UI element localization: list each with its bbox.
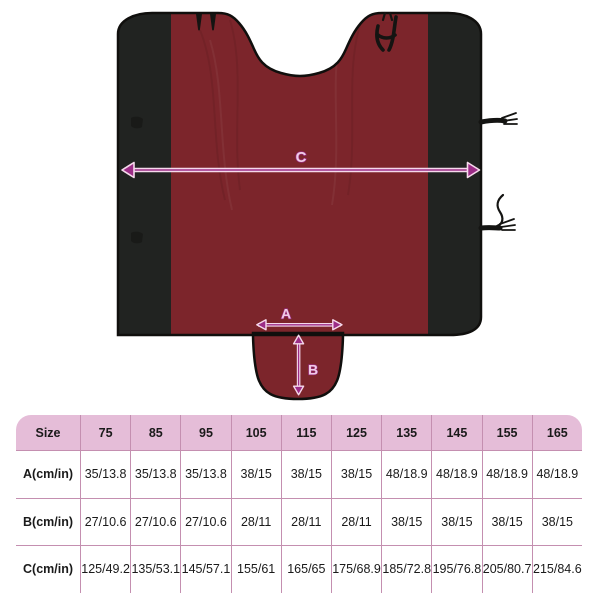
svg-text:C: C <box>296 149 307 166</box>
svg-text:B: B <box>308 362 318 378</box>
svg-text:A: A <box>281 306 291 322</box>
